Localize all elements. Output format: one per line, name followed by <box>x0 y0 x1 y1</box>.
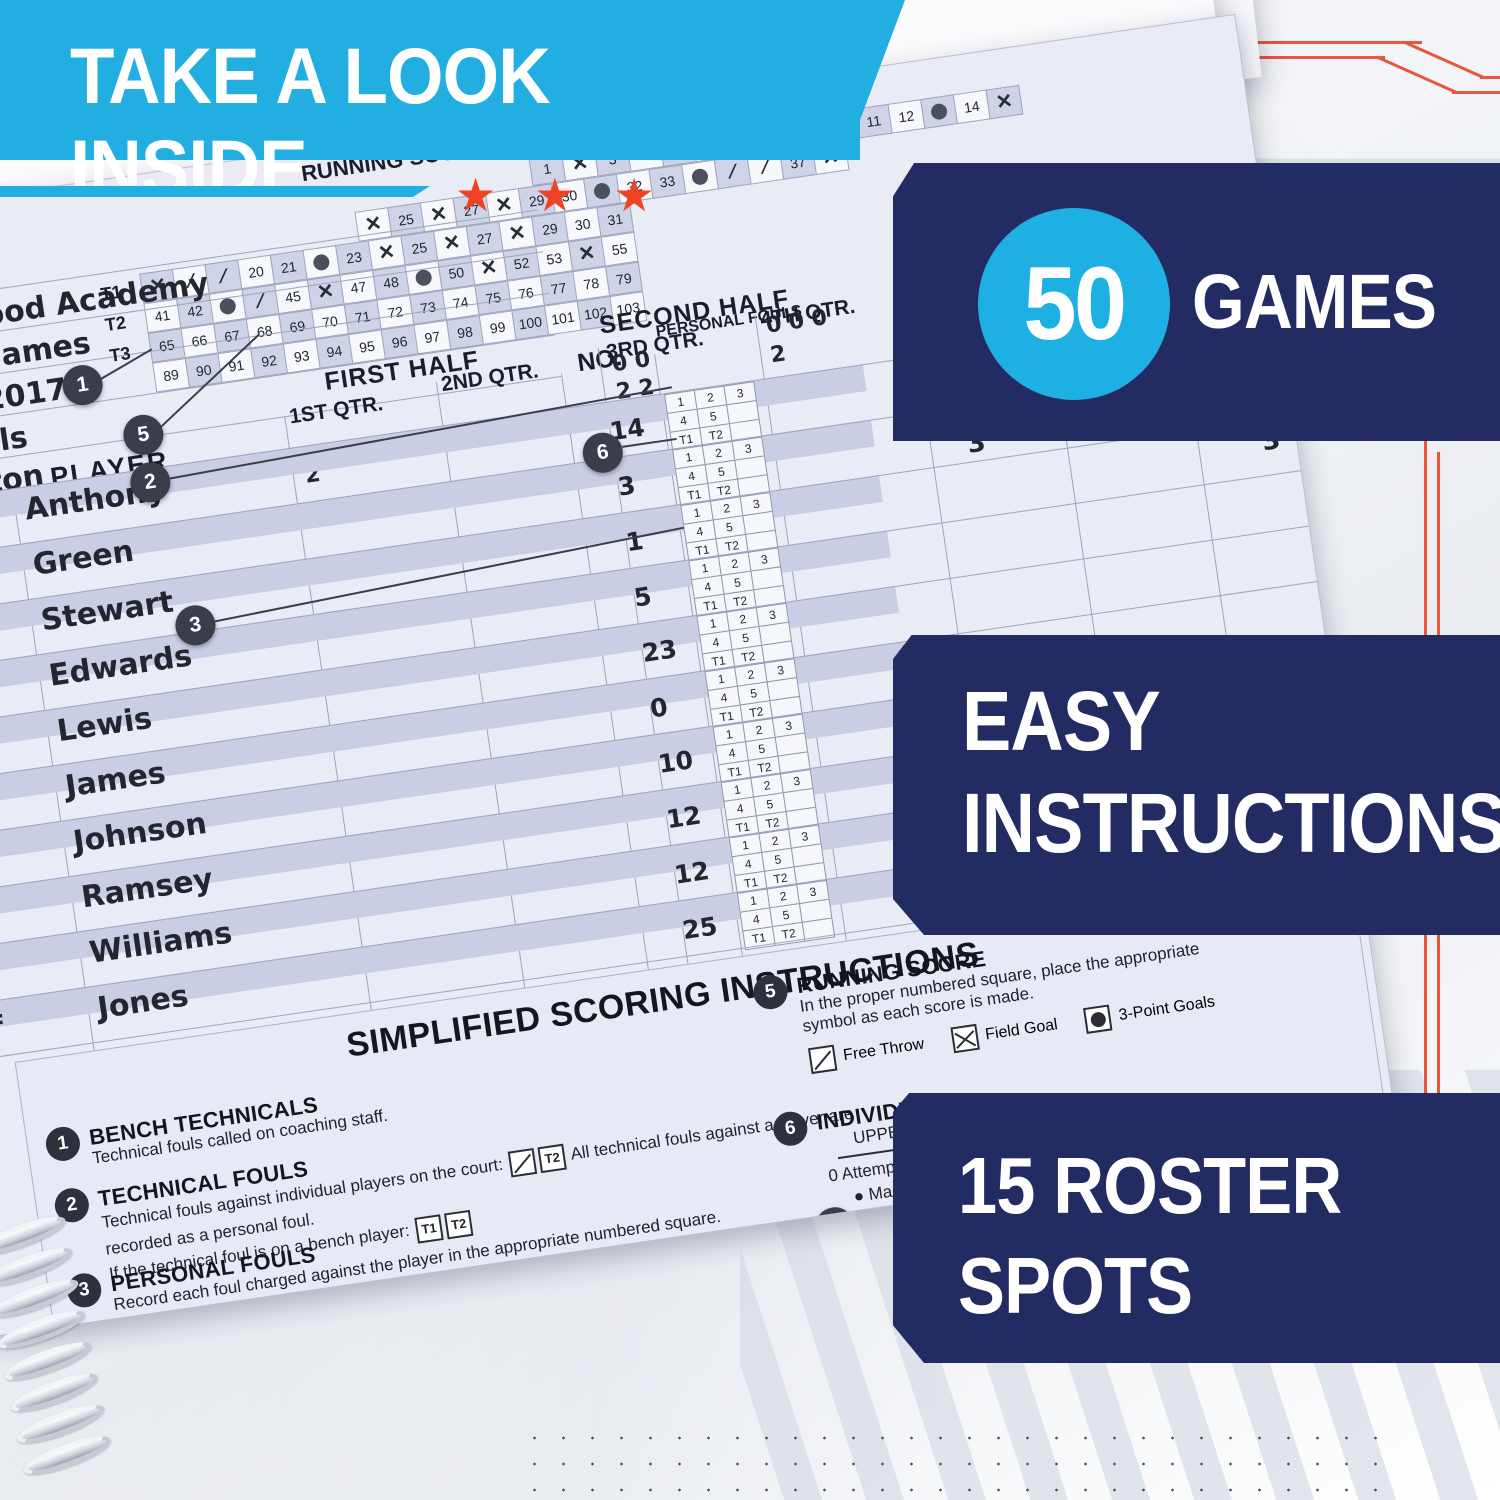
technical-label-t2: T2 <box>537 1143 567 1173</box>
badge-roster-spots <box>893 1093 1500 1363</box>
take-a-look-inside-banner <box>0 0 860 160</box>
legend-label-three-point: 3-Point Goals <box>1117 993 1217 1025</box>
instruction-number-1: 1 <box>43 1124 83 1164</box>
team-fouls-q1-c2[interactable]: X <box>653 1314 685 1336</box>
roster-spots-line-1: 15 ROSTER <box>958 1141 1342 1230</box>
free-throw-icon <box>807 1044 838 1075</box>
games-count-circle: 50 <box>978 208 1170 400</box>
technical-row-t1: T1 <box>99 281 123 305</box>
star-icon: ★ <box>455 169 497 221</box>
legend-label-free-throw: Free Throw <box>842 1035 926 1065</box>
q3-entry-a: 0 0 <box>610 347 652 378</box>
easy-instructions-line-2: INSTRUCTIONS <box>962 776 1500 870</box>
q4-entry-b: 2 <box>768 341 788 369</box>
red-accent-line-1c <box>1480 76 1500 79</box>
games-count-number: 50 <box>1023 245 1128 362</box>
roster-spots-line-2: SPOTS <box>958 1241 1193 1330</box>
callout-4-leader <box>840 1245 868 1290</box>
team-fouls-q1-c5[interactable]: X <box>733 1302 765 1333</box>
blue-underline-bar <box>0 186 430 197</box>
technical-label-t1: T1 <box>414 1213 444 1244</box>
player-number: 12 <box>664 800 703 835</box>
timeouts-ot-header: OT <box>360 1332 386 1336</box>
column-header-q1: 1ST QTR. <box>287 392 385 429</box>
games-label: GAMES <box>1192 259 1437 345</box>
team-fouls-q1-c3[interactable]: X <box>680 1310 712 1336</box>
dot-grid-texture <box>520 1425 1400 1500</box>
technical-row-t2: T2 <box>103 312 128 336</box>
personal-foul-grid[interactable]: 1 2 3 4 5 T1 T2 <box>736 879 836 951</box>
technical-foul-icon-t1 <box>507 1147 538 1177</box>
player-number: 25 <box>680 911 720 946</box>
red-accent-line-2c <box>1452 91 1500 94</box>
player-number: 12 <box>672 855 712 890</box>
legend-label-field-goal: Field Goal <box>984 1016 1059 1044</box>
three-point-icon <box>1083 1004 1113 1034</box>
easy-instructions-line-1: EASY <box>962 674 1161 768</box>
field-goal-icon <box>949 1023 980 1054</box>
technical-label-t2b: T2 <box>444 1209 474 1239</box>
team-fouls-q1-c1[interactable]: X <box>626 1318 659 1336</box>
team-fouls-q1-strip[interactable]: TEAM FOULS Q1 X X X X X <box>498 1302 766 1336</box>
team-fouls-q1-c4[interactable]: X <box>706 1306 739 1336</box>
player-number: 10 <box>656 745 695 779</box>
star-row: ★ ★ ★ <box>455 172 655 218</box>
banner-headline: TAKE A LOOK INSIDE <box>70 31 551 212</box>
player-name: Ramsey <box>79 861 216 916</box>
player-number: 23 <box>640 634 679 668</box>
team-fouls-q1-label: TEAM FOULS Q1 <box>498 1322 632 1336</box>
star-icon: ★ <box>534 169 576 221</box>
star-icon: ★ <box>613 169 655 221</box>
badge-easy-instructions <box>893 635 1500 935</box>
